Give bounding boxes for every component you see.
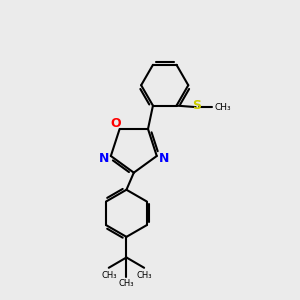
Text: CH₃: CH₃ bbox=[136, 271, 152, 280]
Text: O: O bbox=[110, 116, 121, 130]
Text: CH₃: CH₃ bbox=[101, 271, 116, 280]
Text: N: N bbox=[99, 152, 109, 165]
Text: CH₃: CH₃ bbox=[119, 279, 134, 288]
Text: CH₃: CH₃ bbox=[214, 103, 231, 112]
Text: S: S bbox=[192, 99, 201, 112]
Text: N: N bbox=[159, 152, 169, 165]
